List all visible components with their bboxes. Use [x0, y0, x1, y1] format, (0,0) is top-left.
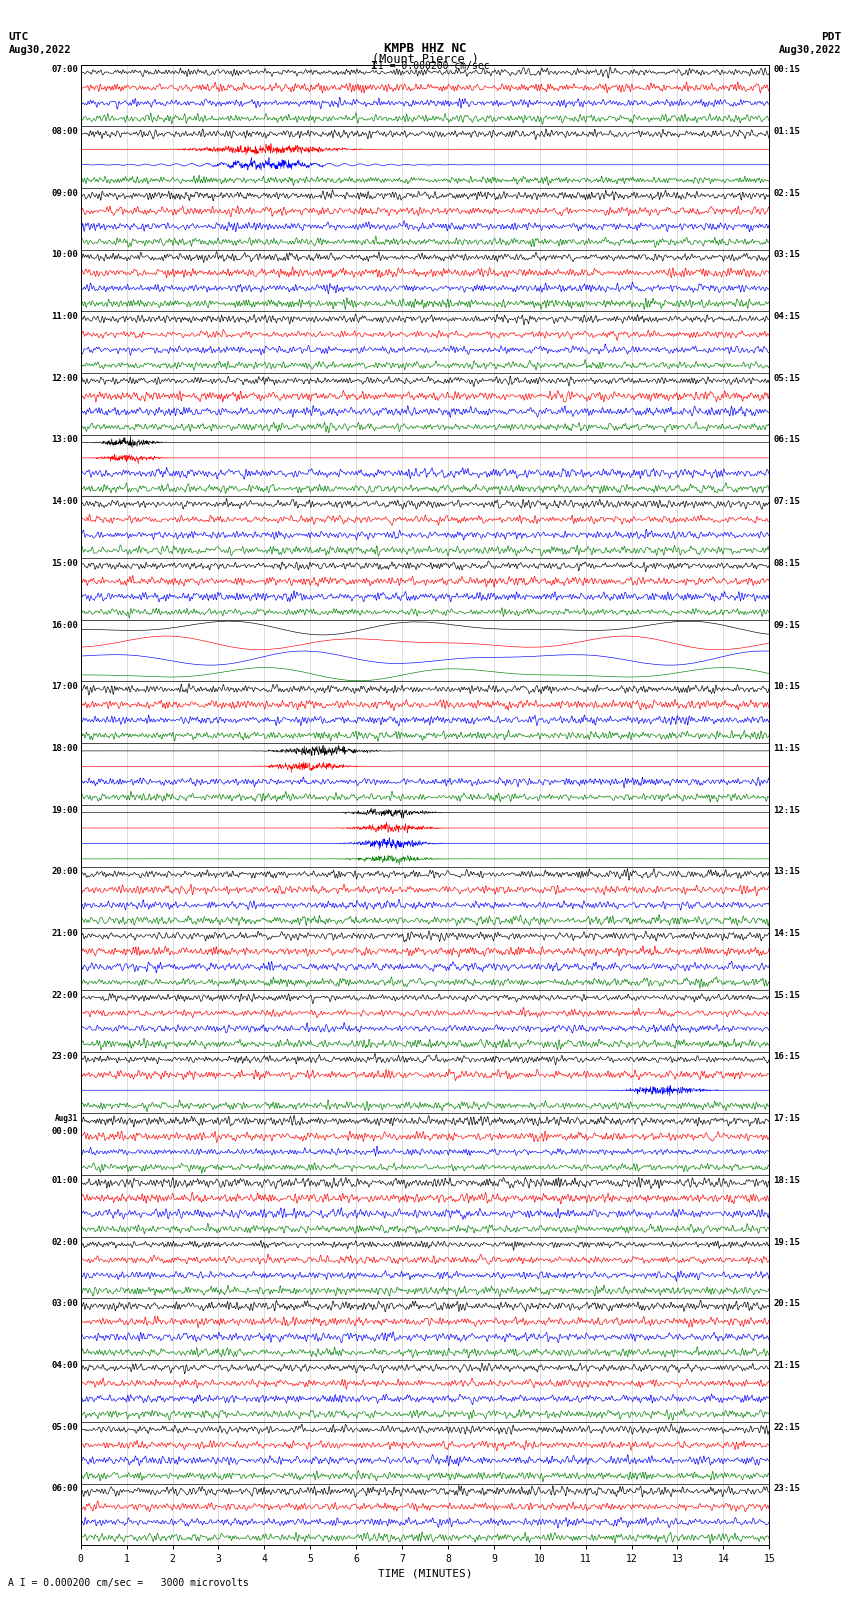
Text: 13:00: 13:00	[52, 436, 78, 445]
Text: 15:00: 15:00	[52, 558, 78, 568]
Text: 10:00: 10:00	[52, 250, 78, 260]
Text: 07:00: 07:00	[52, 65, 78, 74]
Text: 19:15: 19:15	[774, 1237, 800, 1247]
Text: 19:00: 19:00	[52, 805, 78, 815]
Text: Aug31: Aug31	[55, 1115, 78, 1123]
Text: UTC: UTC	[8, 32, 29, 42]
Text: 00:00: 00:00	[52, 1127, 78, 1136]
Text: 20:00: 20:00	[52, 868, 78, 876]
Text: 11:00: 11:00	[52, 311, 78, 321]
Text: KMPB HHZ NC: KMPB HHZ NC	[383, 42, 467, 55]
Text: 14:15: 14:15	[774, 929, 800, 939]
Text: I: I	[370, 61, 377, 71]
Text: 09:15: 09:15	[774, 621, 800, 629]
Text: 03:15: 03:15	[774, 250, 800, 260]
Text: 06:15: 06:15	[774, 436, 800, 445]
Text: 04:15: 04:15	[774, 311, 800, 321]
Text: 12:00: 12:00	[52, 374, 78, 382]
Text: 21:15: 21:15	[774, 1361, 800, 1369]
Text: 17:15: 17:15	[774, 1115, 800, 1123]
Text: 02:00: 02:00	[52, 1237, 78, 1247]
Text: 23:00: 23:00	[52, 1052, 78, 1061]
Text: 03:00: 03:00	[52, 1298, 78, 1308]
Text: 15:15: 15:15	[774, 990, 800, 1000]
Text: 05:00: 05:00	[52, 1423, 78, 1432]
Text: Aug30,2022: Aug30,2022	[779, 45, 842, 55]
Text: 08:15: 08:15	[774, 558, 800, 568]
Text: 20:15: 20:15	[774, 1298, 800, 1308]
Text: 17:00: 17:00	[52, 682, 78, 692]
Text: 18:00: 18:00	[52, 744, 78, 753]
Text: 16:15: 16:15	[774, 1052, 800, 1061]
Text: 22:00: 22:00	[52, 990, 78, 1000]
Text: 01:00: 01:00	[52, 1176, 78, 1186]
Text: Aug30,2022: Aug30,2022	[8, 45, 71, 55]
Text: 18:15: 18:15	[774, 1176, 800, 1186]
Text: 23:15: 23:15	[774, 1484, 800, 1494]
Text: 14:00: 14:00	[52, 497, 78, 506]
Text: A I = 0.000200 cm/sec =   3000 microvolts: A I = 0.000200 cm/sec = 3000 microvolts	[8, 1578, 249, 1587]
Text: 08:00: 08:00	[52, 127, 78, 135]
Text: 02:15: 02:15	[774, 189, 800, 198]
Text: 07:15: 07:15	[774, 497, 800, 506]
Text: 22:15: 22:15	[774, 1423, 800, 1432]
Text: 09:00: 09:00	[52, 189, 78, 198]
Text: 06:00: 06:00	[52, 1484, 78, 1494]
Text: 00:15: 00:15	[774, 65, 800, 74]
Text: 13:15: 13:15	[774, 868, 800, 876]
Text: I = 0.000200 cm/sec: I = 0.000200 cm/sec	[378, 61, 490, 71]
Text: 16:00: 16:00	[52, 621, 78, 629]
Text: PDT: PDT	[821, 32, 842, 42]
Text: 10:15: 10:15	[774, 682, 800, 692]
Text: 04:00: 04:00	[52, 1361, 78, 1369]
Text: 11:15: 11:15	[774, 744, 800, 753]
Text: 05:15: 05:15	[774, 374, 800, 382]
Text: 12:15: 12:15	[774, 805, 800, 815]
Text: (Mount Pierce ): (Mount Pierce )	[371, 53, 479, 66]
Text: 21:00: 21:00	[52, 929, 78, 939]
X-axis label: TIME (MINUTES): TIME (MINUTES)	[377, 1568, 473, 1579]
Text: 01:15: 01:15	[774, 127, 800, 135]
